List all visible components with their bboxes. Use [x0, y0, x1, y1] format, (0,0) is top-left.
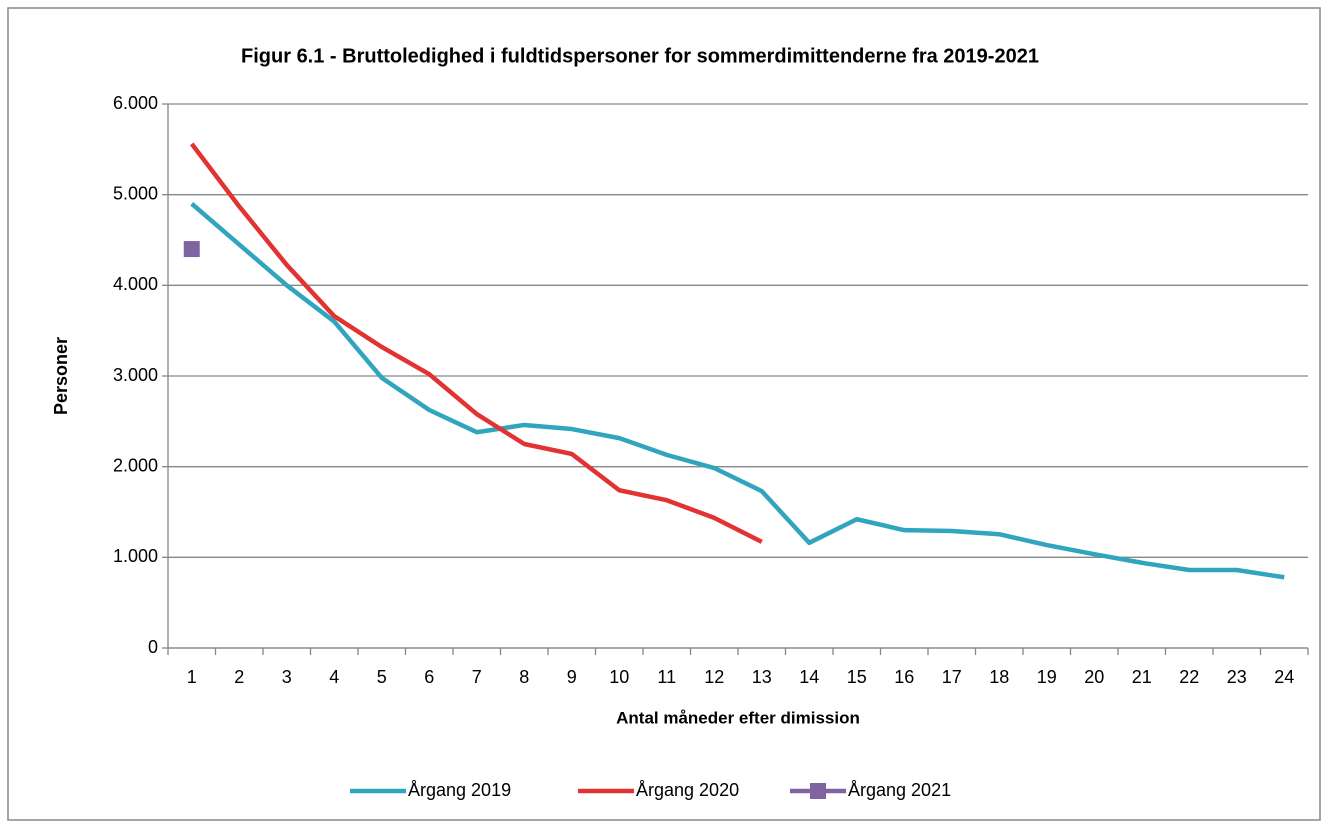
x-tick-label: 2	[234, 667, 244, 687]
x-tick-label: 5	[377, 667, 387, 687]
x-tick-label: 19	[1037, 667, 1057, 687]
x-tick-label: 16	[894, 667, 914, 687]
x-tick-label: 20	[1084, 667, 1104, 687]
x-tick-label: 7	[472, 667, 482, 687]
x-tick-label: 8	[519, 667, 529, 687]
chart-title: Figur 6.1 - Bruttoledighed i fuldtidsper…	[241, 45, 1039, 67]
legend-label: Årgang 2019	[408, 780, 511, 800]
x-tick-label: 12	[704, 667, 724, 687]
y-axis-label: Personer	[51, 337, 71, 415]
y-tick-label: 1.000	[113, 546, 158, 566]
y-tick-label: 3.000	[113, 365, 158, 385]
x-tick-label: 24	[1274, 667, 1294, 687]
series-marker	[183, 241, 200, 258]
y-tick-label: 2.000	[113, 455, 158, 475]
series-line	[190, 202, 1285, 580]
x-tick-label: 18	[989, 667, 1009, 687]
y-tick-label: 5.000	[113, 183, 158, 203]
x-axis-label: Antal måneder efter dimission	[616, 708, 860, 727]
x-tick-label: 22	[1179, 667, 1199, 687]
series-line	[189, 142, 763, 544]
legend-label: Årgang 2021	[848, 780, 951, 800]
y-tick-label: 4.000	[113, 274, 158, 294]
x-tick-label: 9	[567, 667, 577, 687]
x-tick-label: 23	[1227, 667, 1247, 687]
legend-label: Årgang 2020	[636, 780, 739, 800]
x-tick-label: 17	[942, 667, 962, 687]
y-tick-label: 6.000	[113, 93, 158, 113]
x-tick-label: 11	[657, 667, 676, 687]
chart-border	[7, 7, 1321, 821]
x-tick-label: 4	[329, 667, 339, 687]
x-tick-label: 3	[282, 667, 292, 687]
x-tick-label: 10	[609, 667, 629, 687]
x-tick-label: 14	[799, 667, 819, 687]
x-tick-label: 21	[1132, 667, 1152, 687]
x-tick-label: 13	[752, 667, 772, 687]
x-tick-label: 6	[424, 667, 434, 687]
x-tick-label: 15	[847, 667, 867, 687]
x-tick-label: 1	[187, 667, 197, 687]
legend-marker	[810, 783, 826, 799]
y-tick-label: 0	[148, 637, 158, 657]
